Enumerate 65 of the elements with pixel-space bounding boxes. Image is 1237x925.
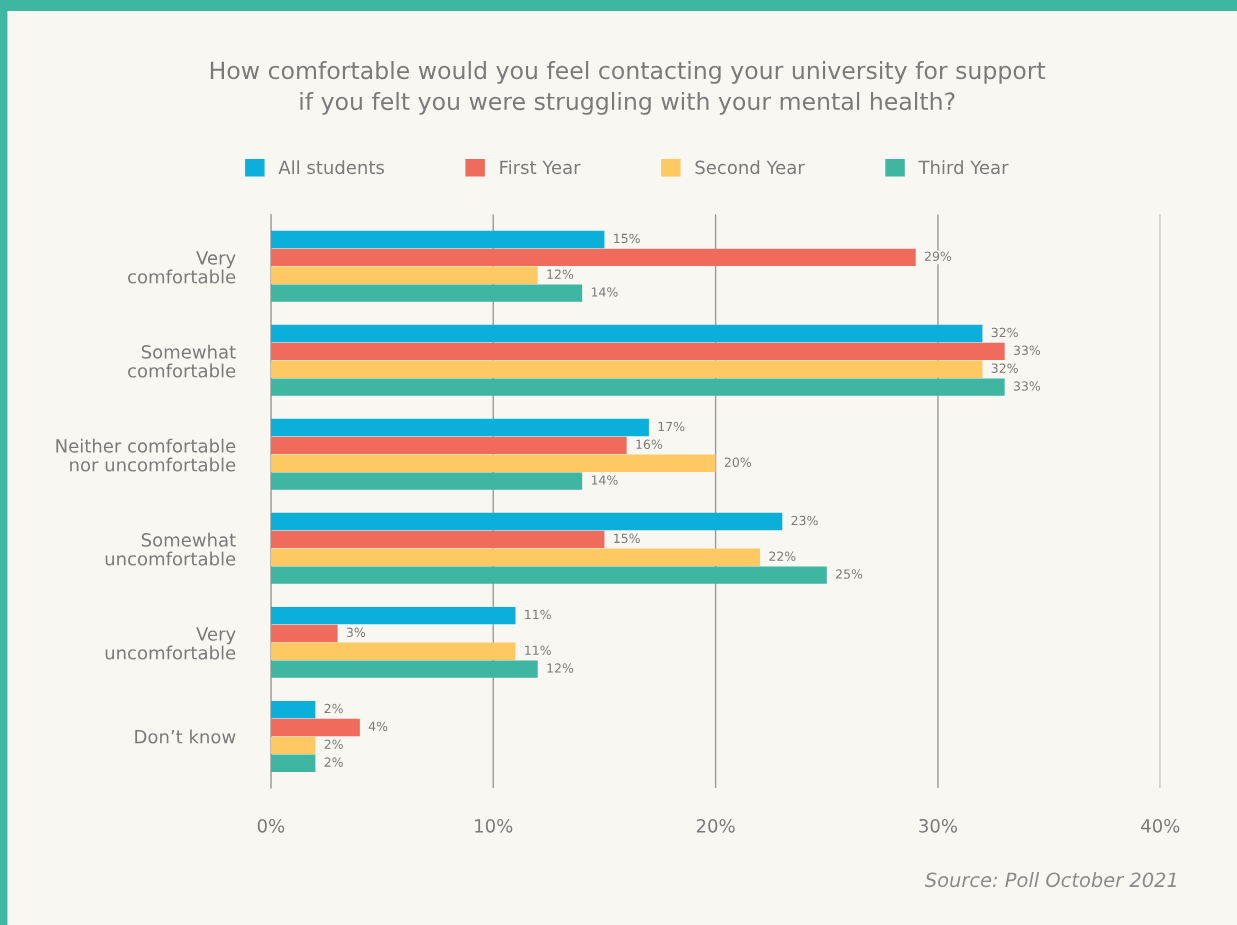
data-label: 22% [769,551,796,561]
x-tick-label: 10% [475,818,513,833]
bar [270,324,983,343]
bar [270,606,516,625]
data-label: 11% [525,609,551,620]
legend-label: Third Year [918,160,1009,175]
data-label: 14% [591,475,618,485]
source-note: Source: Poll October 2021 [924,872,1176,888]
x-tick-label: 20% [696,818,735,833]
y-tick-label: Neither comfortable nor uncomfortable [56,438,236,472]
bar [270,454,716,472]
chart-title: How comfortable would you feel contacting your university for support if you felt you were struggling with your mental health? [210,60,1046,115]
bar [270,436,627,455]
data-label: 3% [346,627,366,638]
legend-label: First Year [500,160,581,175]
data-label: 29% [924,251,952,261]
data-label: 2% [324,757,343,767]
bar [270,754,316,772]
bar [270,530,605,549]
data-label: 12% [547,269,574,279]
data-label: 12% [547,663,574,673]
data-label: 14% [591,287,618,297]
data-label: 2% [324,739,343,749]
bar [270,342,1005,361]
y-tick-label: Very uncomfortable [105,627,236,660]
y-tick-label: Don’t know [135,729,236,744]
data-label: 11% [525,645,551,655]
x-tick-label: 0% [257,818,285,833]
y-tick-label: Somewhat comfortable [128,344,236,378]
bar [270,548,761,566]
bar [270,718,360,737]
data-label: 20% [724,457,752,467]
x-tick-label: 30% [919,818,958,833]
data-label: 33% [1013,345,1041,356]
x-tick-label: 40% [1141,818,1180,833]
data-label: 32% [991,363,1018,373]
data-label: 32% [991,327,1018,338]
legend-label: All students [278,160,384,175]
y-tick-label: Very comfortable [128,251,236,284]
data-label: 16% [636,439,663,450]
bar [270,248,916,267]
data-label: 15% [614,233,640,244]
data-label: 15% [614,533,640,544]
data-label: 25% [836,569,863,579]
bar [270,660,538,678]
legend-label: Second Year [695,160,805,175]
y-tick-label: Somewhat uncomfortable [105,532,236,566]
bar [270,736,316,755]
bar [270,230,605,249]
data-label: 23% [791,515,818,526]
data-label: 4% [368,721,388,732]
bar [270,700,316,719]
bar [270,284,583,302]
bar [270,642,516,660]
bar [270,472,583,490]
bar [270,266,538,284]
bar [270,378,1005,396]
bar [270,624,338,643]
bar [270,418,649,437]
bar [270,566,827,584]
data-label: 17% [658,421,685,432]
bar [270,512,783,531]
bar [270,360,983,378]
data-label: 33% [1013,381,1041,391]
data-label: 2% [324,703,343,714]
